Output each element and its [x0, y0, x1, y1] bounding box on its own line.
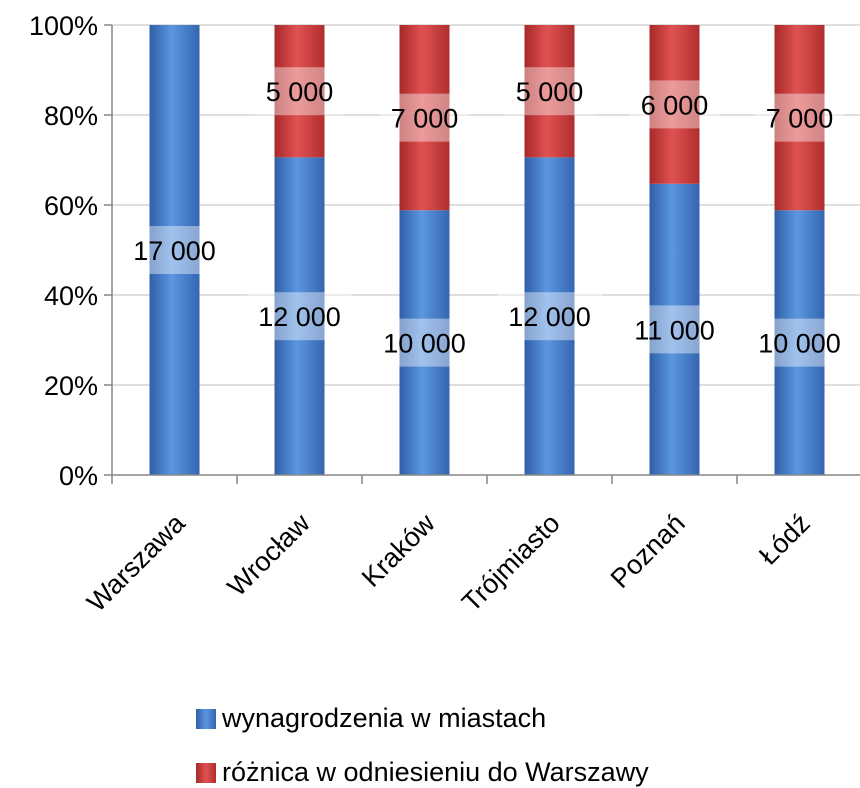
bar-difference-3 [524, 25, 575, 158]
data-label-salary-4-bg [622, 305, 727, 354]
bar-salary-4 [649, 183, 700, 475]
y-tick-label: 100% [29, 11, 98, 41]
bar-difference-5 [774, 25, 825, 211]
x-category-label-1: Wrocław [222, 508, 316, 602]
y-tick-label: 20% [44, 371, 98, 401]
x-category-label-5: Łódź [753, 508, 816, 571]
y-tick-label: 80% [44, 101, 98, 131]
data-label-difference-1-bg [255, 67, 344, 116]
stacked-bar-chart: 0% 20% 40% 60% 80% 100% Warszawa Wrocław Kraków T… [29, 11, 860, 618]
data-label-salary-2-bg [372, 318, 477, 367]
data-label-difference-4: 6 000 [630, 80, 719, 129]
data-label-difference-2: 7 000 [380, 93, 469, 142]
data-label-difference-5-bg [755, 93, 844, 142]
data-label-salary-0-bg [122, 226, 227, 274]
bar-salary-2 [399, 210, 450, 475]
data-label-difference-4-text: 6 000 [641, 90, 709, 120]
bar-difference-4 [649, 25, 700, 184]
data-label-salary-5-bg [747, 318, 852, 367]
data-label-salary-2-text: 10 000 [383, 329, 466, 359]
data-label-difference-1: 5 000 [255, 67, 344, 116]
legend-item-salaries: wynagrodzenia w miastach [196, 703, 546, 734]
bar-difference-1 [274, 25, 325, 158]
bar-salary-1 [274, 157, 325, 475]
x-category-label-4: Poznań [605, 508, 691, 594]
data-label-salary-0: 17 000 [122, 226, 227, 274]
x-category-label-3: Trójmiasto [456, 508, 566, 618]
legend-item-difference: różnica w odniesieniu do Warszawy [196, 757, 649, 788]
data-label-salary-3-text: 12 000 [508, 302, 591, 332]
x-category-label-2: Kraków [356, 508, 441, 593]
data-label-salary-1-text: 12 000 [258, 302, 341, 332]
legend-label-difference: różnica w odniesieniu do Warszawy [222, 757, 649, 787]
data-label-salary-3-bg [497, 292, 602, 341]
data-label-difference-2-text: 7 000 [391, 104, 459, 134]
data-label-difference-3-bg [505, 67, 594, 116]
bar-salary-0 [149, 25, 200, 475]
x-category-label-0: Warszawa [81, 507, 191, 617]
y-tick-label: 0% [59, 461, 98, 491]
bar-difference-2 [399, 25, 450, 211]
data-label-difference-4-bg [630, 80, 719, 129]
data-label-salary-1-bg [247, 292, 352, 341]
data-label-difference-5: 7 000 [755, 93, 844, 142]
y-tick-label: 60% [44, 191, 98, 221]
data-label-difference-3-text: 5 000 [516, 77, 584, 107]
data-label-difference-2-bg [380, 93, 469, 142]
data-label-salary-5-text: 10 000 [758, 329, 841, 359]
data-label-salary-2: 10 000 [372, 318, 477, 367]
data-label-salary-0-text: 17 000 [133, 236, 216, 266]
legend-swatch-red [196, 762, 216, 783]
data-label-salary-4: 11 000 [622, 305, 727, 354]
legend-label-salaries: wynagrodzenia w miastach [222, 703, 547, 733]
data-label-difference-3: 5 000 [505, 67, 594, 116]
data-label-salary-1: 12 000 [247, 292, 352, 341]
bar-salary-5 [774, 210, 825, 475]
data-label-salary-3: 12 000 [497, 292, 602, 341]
bar-salary-3 [524, 157, 575, 475]
y-tick-label: 40% [44, 281, 98, 311]
data-label-salary-5: 10 000 [747, 318, 852, 367]
data-label-salary-4-text: 11 000 [634, 315, 715, 345]
legend-swatch-blue [196, 708, 216, 729]
data-label-difference-5-text: 7 000 [766, 104, 834, 134]
data-label-difference-1-text: 5 000 [266, 77, 334, 107]
